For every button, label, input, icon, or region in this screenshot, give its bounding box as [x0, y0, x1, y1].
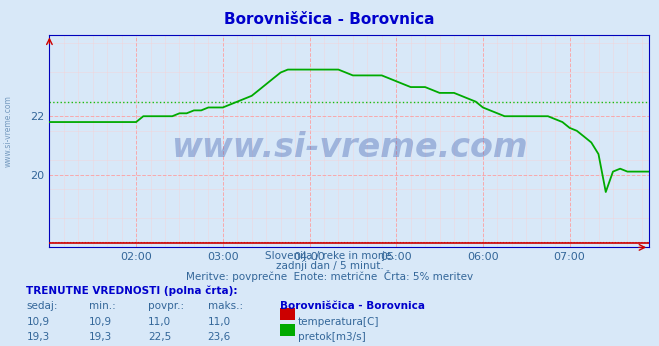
Text: temperatura[C]: temperatura[C] — [298, 317, 380, 327]
Text: Slovenija / reke in morje.: Slovenija / reke in morje. — [264, 251, 395, 261]
Text: 10,9: 10,9 — [89, 317, 112, 327]
Text: Borovniščica - Borovnica: Borovniščica - Borovnica — [224, 12, 435, 27]
Text: Meritve: povprečne  Enote: metrične  Črta: 5% meritev: Meritve: povprečne Enote: metrične Črta:… — [186, 270, 473, 282]
Text: zadnji dan / 5 minut.: zadnji dan / 5 minut. — [275, 261, 384, 271]
Text: 22,5: 22,5 — [148, 332, 171, 342]
Text: www.si-vreme.com: www.si-vreme.com — [171, 131, 528, 164]
Text: 19,3: 19,3 — [89, 332, 112, 342]
Text: 23,6: 23,6 — [208, 332, 231, 342]
Text: 11,0: 11,0 — [208, 317, 231, 327]
Text: sedaj:: sedaj: — [26, 301, 58, 311]
Text: 19,3: 19,3 — [26, 332, 49, 342]
Text: maks.:: maks.: — [208, 301, 243, 311]
Text: 11,0: 11,0 — [148, 317, 171, 327]
Text: www.si-vreme.com: www.si-vreme.com — [3, 95, 13, 167]
Text: povpr.:: povpr.: — [148, 301, 185, 311]
Text: pretok[m3/s]: pretok[m3/s] — [298, 332, 366, 342]
Text: min.:: min.: — [89, 301, 116, 311]
Text: Borovniščica - Borovnica: Borovniščica - Borovnica — [280, 301, 425, 311]
Text: TRENUTNE VREDNOSTI (polna črta):: TRENUTNE VREDNOSTI (polna črta): — [26, 285, 238, 296]
Text: 10,9: 10,9 — [26, 317, 49, 327]
